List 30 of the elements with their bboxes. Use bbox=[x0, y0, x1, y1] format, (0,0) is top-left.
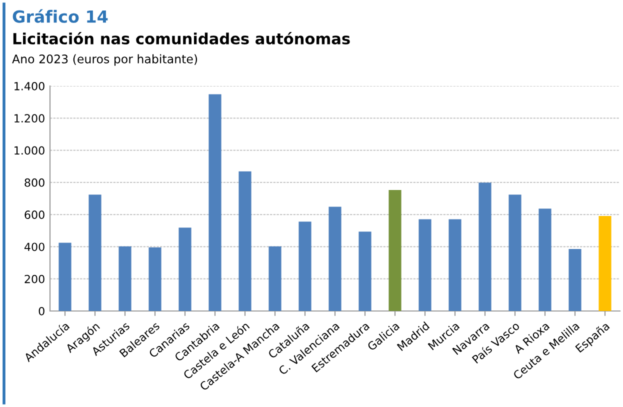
y-tick-label: 1.200 bbox=[14, 114, 44, 123]
bar bbox=[418, 219, 432, 311]
bar bbox=[208, 94, 222, 311]
bar bbox=[598, 216, 612, 311]
bar bbox=[448, 219, 462, 311]
bar bbox=[328, 206, 342, 311]
bar bbox=[568, 248, 582, 311]
y-tick-label: 0 bbox=[38, 306, 44, 316]
chart-subtitle: Licitación nas comunidades autónomas bbox=[13, 32, 350, 44]
bar bbox=[58, 242, 72, 311]
text: Ano 2023 (euros por habitante) bbox=[12, 54, 198, 66]
bar bbox=[298, 222, 312, 311]
y-tick-label: 1.400 bbox=[14, 82, 44, 90]
bar bbox=[358, 232, 372, 311]
y-tick-label: 1.000 bbox=[14, 146, 44, 155]
bar bbox=[178, 228, 192, 311]
bar bbox=[118, 246, 132, 311]
y-tick-label: 400 bbox=[24, 242, 44, 252]
bar bbox=[508, 194, 522, 311]
bar bbox=[268, 246, 282, 311]
bar bbox=[88, 194, 102, 311]
bar bbox=[538, 208, 552, 311]
bar bbox=[148, 247, 162, 311]
y-tick-label: 200 bbox=[24, 274, 44, 284]
bar bbox=[478, 182, 492, 311]
y-tick-label: 800 bbox=[24, 178, 44, 187]
bar bbox=[238, 171, 252, 311]
bar bbox=[388, 190, 402, 311]
y-tick-label: 600 bbox=[24, 210, 44, 219]
chart-title: Gráfico 14 bbox=[12, 9, 108, 23]
